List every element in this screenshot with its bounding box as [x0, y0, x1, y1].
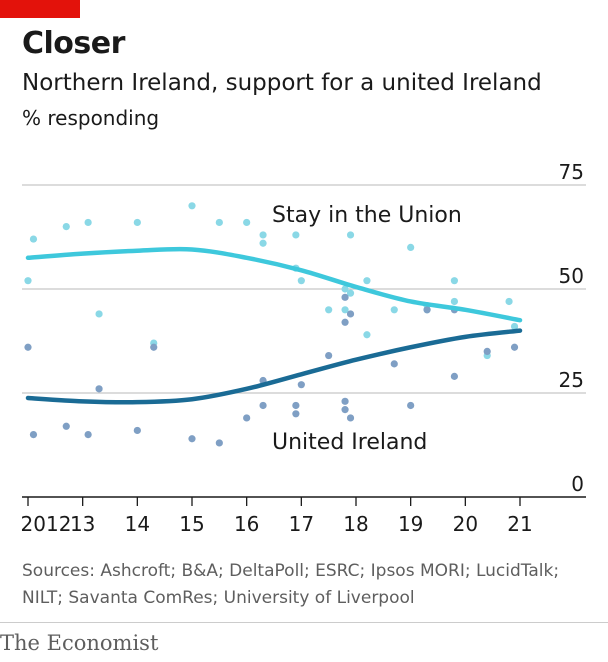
x-tick-label-21: 21 — [507, 512, 532, 536]
poll-point-united — [423, 306, 431, 314]
poll-point-stay — [450, 297, 458, 306]
series-label-stay: Stay in the Union — [272, 203, 462, 228]
poll-point-stay — [243, 218, 251, 227]
poll-point-stay — [363, 277, 371, 285]
poll-point-united — [341, 318, 349, 326]
poll-point-united — [483, 347, 491, 355]
x-tick-label-16: 16 — [234, 512, 259, 536]
poll-point-united — [243, 414, 251, 422]
poll-point-united — [346, 310, 355, 318]
trend-line-united — [25, 328, 523, 405]
footer-divider — [0, 622, 608, 623]
poll-point-stay — [259, 239, 267, 247]
poll-point-united — [29, 431, 38, 439]
poll-point-stay — [346, 231, 355, 239]
poll-point-united — [150, 343, 158, 351]
poll-point-united — [292, 401, 300, 410]
poll-point-united — [390, 360, 398, 368]
poll-point-united — [84, 431, 92, 439]
x-tick-label-15: 15 — [179, 512, 204, 536]
poll-point-united — [24, 343, 32, 351]
poll-point-stay — [407, 243, 415, 251]
poll-point-united — [62, 422, 70, 430]
poll-point-stay — [62, 223, 70, 231]
x-tick-label-18: 18 — [343, 512, 368, 536]
poll-point-stay — [341, 306, 349, 314]
poll-point-united — [259, 401, 267, 410]
poll-point-stay — [325, 306, 333, 314]
y-axis-ticks: 75 50 25 0 — [559, 160, 584, 496]
poll-point-stay — [297, 277, 305, 285]
poll-point-stay — [341, 285, 349, 293]
gridlines — [22, 184, 586, 394]
trend-line-stay — [25, 246, 523, 323]
brand-wordmark: The Economist — [0, 631, 159, 655]
poll-point-united — [95, 385, 103, 393]
poll-point-united — [510, 343, 519, 351]
poll-point-united — [341, 397, 349, 405]
x-tick-label-19: 19 — [398, 512, 423, 536]
poll-point-united — [450, 372, 458, 380]
poll-point-stay — [510, 322, 519, 331]
poll-point-united — [341, 293, 349, 301]
poll-point-united — [341, 406, 349, 414]
poll-point-stay — [133, 218, 141, 227]
x-tick-label-2012: 2012 — [21, 512, 72, 536]
poll-points — [24, 202, 519, 447]
chart-title: Closer — [22, 26, 125, 61]
x-tick-label-13: 13 — [70, 512, 95, 536]
trend-lines — [25, 246, 523, 405]
poll-point-stay — [29, 235, 38, 243]
poll-point-united — [346, 414, 355, 422]
poll-point-stay — [215, 218, 223, 227]
poll-point-united — [188, 435, 196, 443]
y-tick-label-0: 0 — [571, 472, 584, 496]
chart-unit-label: % responding — [22, 106, 160, 130]
series-labels: Stay in the Union United Ireland — [272, 203, 462, 455]
poll-point-stay — [95, 310, 103, 318]
x-tick-label-17: 17 — [289, 512, 314, 536]
chart-subtitle: Northern Ireland, support for a united I… — [22, 70, 542, 96]
poll-point-stay — [363, 331, 371, 339]
poll-point-stay — [390, 306, 398, 314]
poll-point-united — [407, 401, 415, 410]
poll-point-stay — [259, 231, 267, 239]
poll-point-stay — [24, 277, 32, 285]
poll-point-stay — [505, 297, 513, 306]
poll-point-stay — [346, 289, 355, 297]
brand-accent-tag — [0, 0, 80, 18]
poll-point-united — [325, 351, 333, 360]
x-tick-label-14: 14 — [125, 512, 150, 536]
poll-point-united — [292, 410, 300, 418]
poll-point-stay — [84, 218, 92, 227]
series-label-united: United Ireland — [272, 430, 427, 455]
y-tick-label-25: 25 — [559, 368, 584, 392]
poll-point-united — [133, 426, 141, 435]
sources-note: Sources: Ashcroft; B&A; DeltaPoll; ESRC;… — [22, 561, 560, 608]
poll-point-stay — [292, 231, 300, 239]
poll-point-united — [297, 381, 305, 389]
y-tick-label-75: 75 — [559, 160, 584, 184]
poll-point-stay — [450, 277, 458, 285]
x-tick-label-20: 20 — [453, 512, 478, 536]
poll-point-united — [215, 439, 223, 447]
poll-point-stay — [188, 202, 196, 210]
y-tick-label-50: 50 — [559, 264, 584, 288]
